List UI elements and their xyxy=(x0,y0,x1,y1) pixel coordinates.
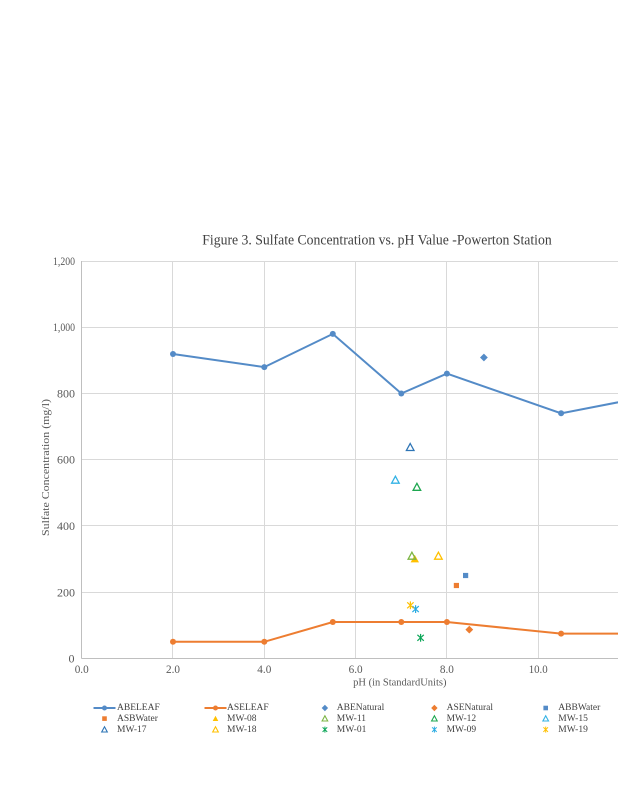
svg-text:Figure 3. Sulfate Concentratio: Figure 3. Sulfate Concentration vs. pH V… xyxy=(202,232,552,248)
svg-text:6.0: 6.0 xyxy=(349,662,363,676)
svg-text:MW-11: MW-11 xyxy=(337,714,366,724)
svg-text:MW-09: MW-09 xyxy=(447,725,477,735)
svg-text:MW-08: MW-08 xyxy=(227,714,257,724)
svg-text:ABELEAF: ABELEAF xyxy=(117,703,160,713)
svg-text:ABENatural: ABENatural xyxy=(337,703,385,713)
svg-text:ASENatural: ASENatural xyxy=(447,703,494,713)
svg-text:MW-15: MW-15 xyxy=(558,714,588,724)
svg-text:8.0: 8.0 xyxy=(440,662,454,676)
svg-text:ASELEAF: ASELEAF xyxy=(227,703,269,713)
svg-text:4.0: 4.0 xyxy=(257,662,271,676)
svg-text:1,000: 1,000 xyxy=(53,320,75,334)
svg-text:10.0: 10.0 xyxy=(529,662,548,676)
svg-text:Sulfate Concentration (mg/l): Sulfate Concentration (mg/l) xyxy=(41,398,52,536)
svg-text:ABBWater: ABBWater xyxy=(558,703,601,713)
svg-text:2.0: 2.0 xyxy=(166,662,180,676)
svg-text:400: 400 xyxy=(57,519,75,533)
svg-text:MW-19: MW-19 xyxy=(558,725,588,735)
svg-text:800: 800 xyxy=(57,386,75,400)
svg-text:1,200: 1,200 xyxy=(53,254,75,268)
svg-text:200: 200 xyxy=(57,585,75,599)
svg-text:ASBWater: ASBWater xyxy=(117,714,159,724)
svg-text:MW-18: MW-18 xyxy=(227,725,257,735)
svg-text:0.0: 0.0 xyxy=(75,662,89,676)
svg-text:600: 600 xyxy=(57,453,75,467)
svg-text:MW-17: MW-17 xyxy=(117,725,147,735)
svg-text:0: 0 xyxy=(69,651,75,665)
svg-text:MW-12: MW-12 xyxy=(447,714,477,724)
svg-text:MW-01: MW-01 xyxy=(337,725,367,735)
svg-text:pH (in StandardUnits): pH (in StandardUnits) xyxy=(353,678,447,689)
